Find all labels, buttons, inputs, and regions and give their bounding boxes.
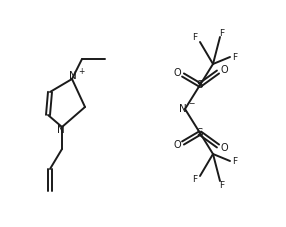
Text: N: N bbox=[69, 71, 77, 81]
Text: N: N bbox=[179, 104, 187, 114]
Text: F: F bbox=[233, 52, 238, 62]
Text: +: + bbox=[78, 67, 84, 76]
Text: F: F bbox=[219, 180, 225, 190]
Text: S: S bbox=[197, 80, 203, 90]
Text: O: O bbox=[220, 143, 228, 153]
Text: O: O bbox=[173, 140, 181, 150]
Text: O: O bbox=[220, 65, 228, 75]
Text: F: F bbox=[233, 156, 238, 165]
Text: O: O bbox=[173, 68, 181, 78]
Text: N: N bbox=[57, 125, 65, 135]
Text: F: F bbox=[219, 29, 225, 37]
Text: −: − bbox=[188, 99, 194, 109]
Text: S: S bbox=[197, 128, 203, 138]
Text: F: F bbox=[192, 34, 198, 42]
Text: F: F bbox=[192, 175, 198, 185]
